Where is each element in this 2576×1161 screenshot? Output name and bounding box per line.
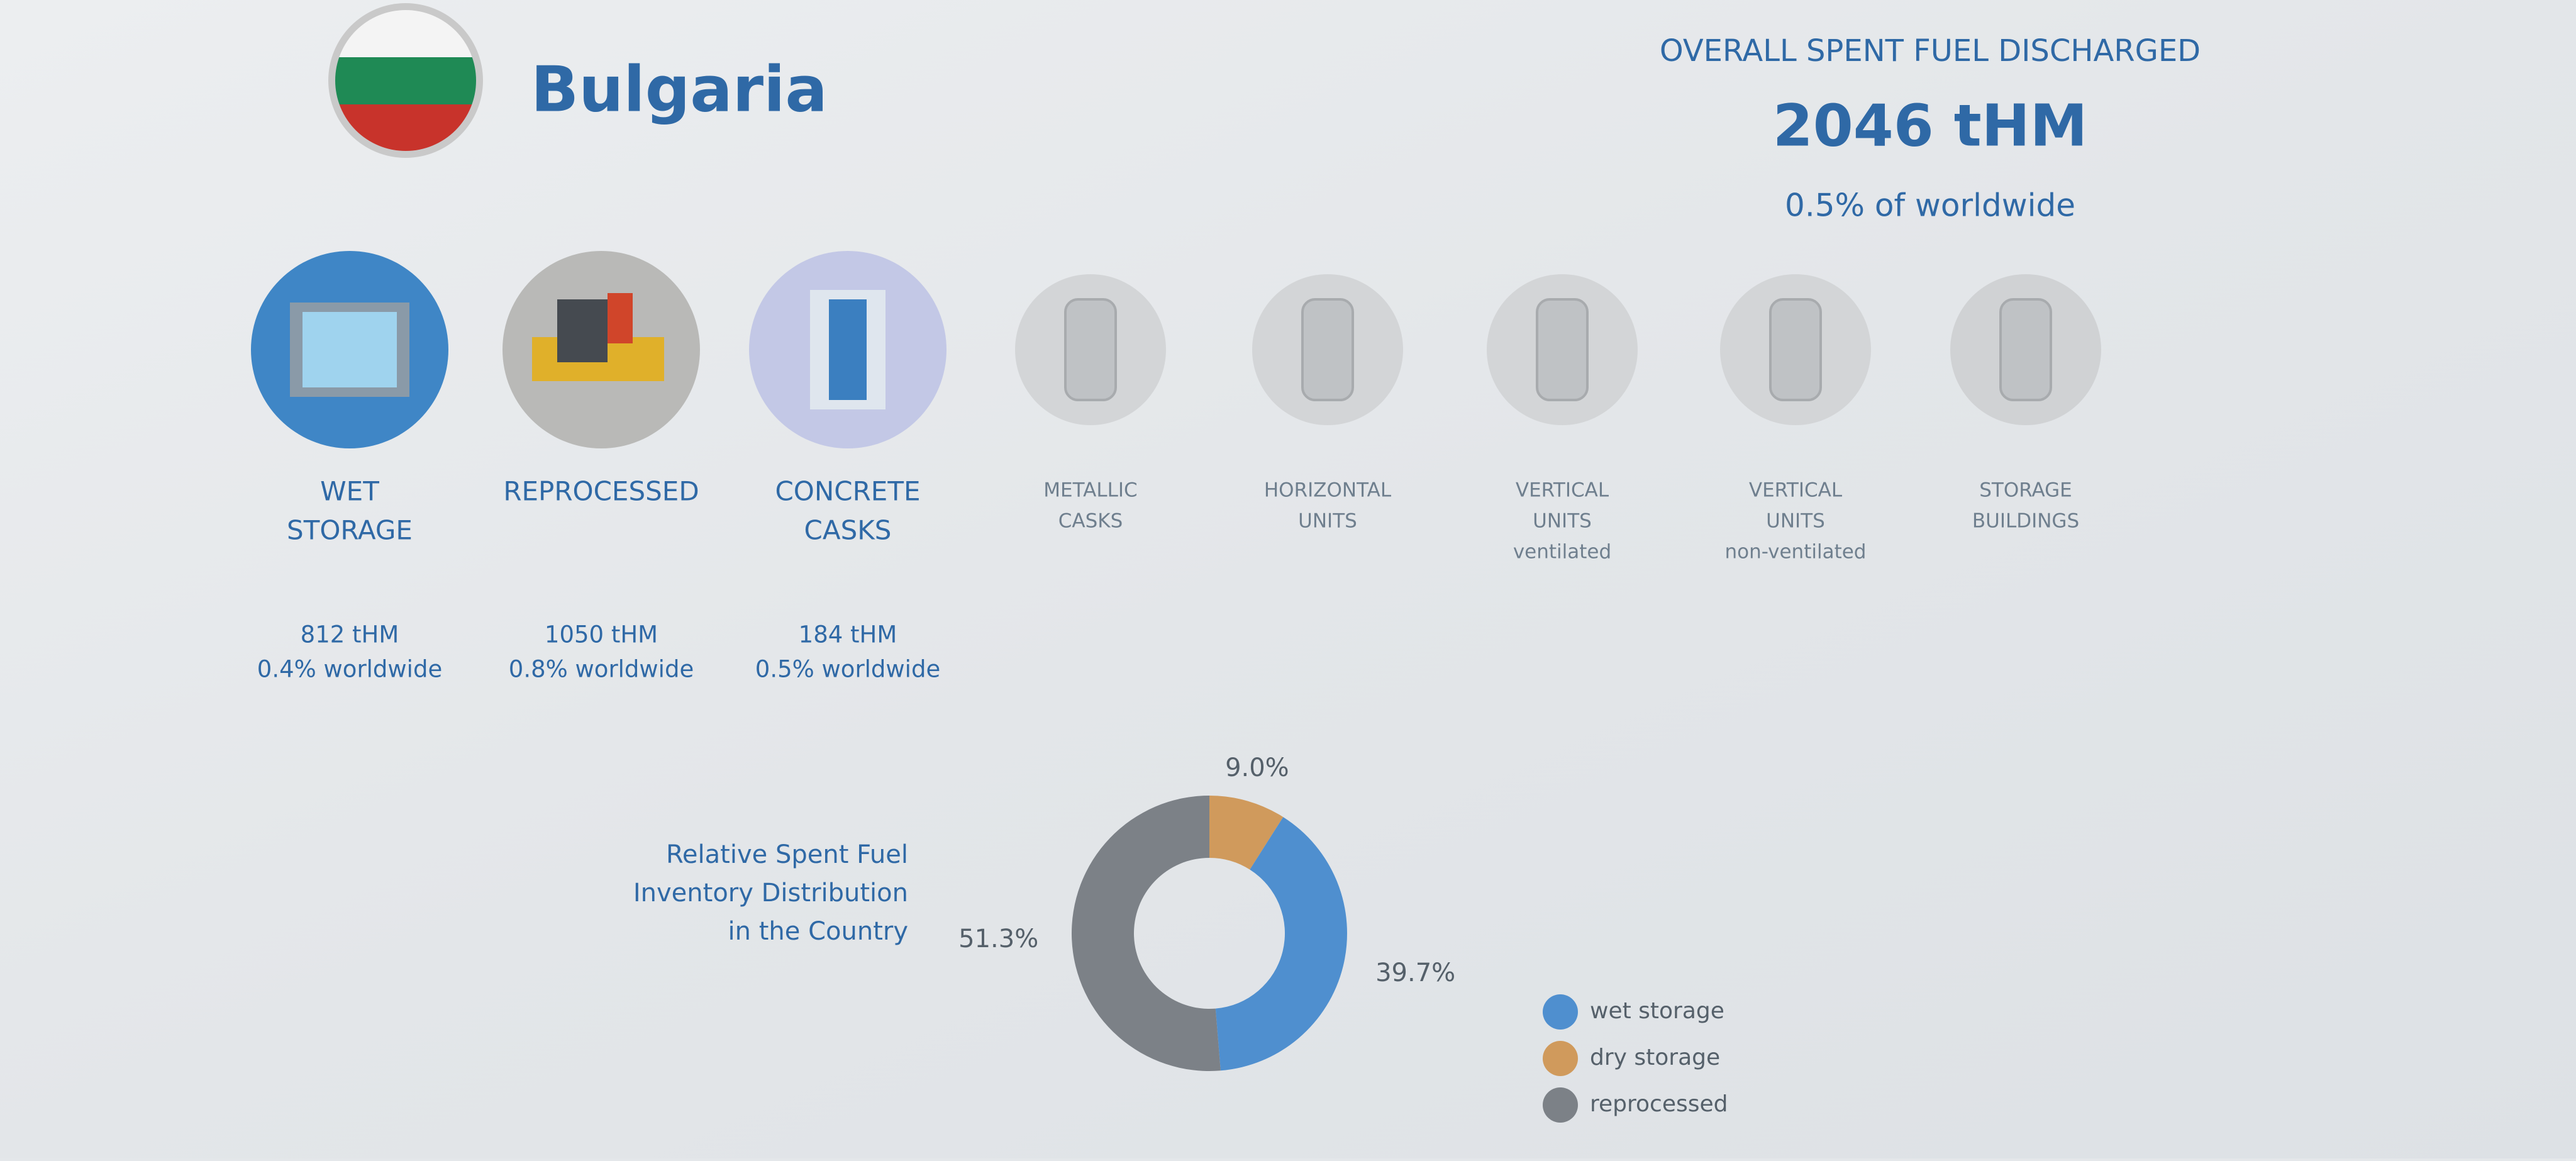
- storage-type: VERTICAL UNITS ventilated: [1487, 274, 1638, 564]
- type-label: UNITS: [1766, 510, 1825, 533]
- legend-swatch: [1543, 1087, 1578, 1123]
- type-label: UNITS: [1533, 510, 1592, 533]
- type-note: non-ventilated: [1725, 541, 1867, 564]
- country-name: Bulgaria: [531, 52, 828, 126]
- icon-shape: [1999, 298, 2052, 401]
- legend-swatch: [1543, 994, 1578, 1030]
- type-amount: 812 tHM: [301, 621, 399, 648]
- type-label: REPROCESSED: [503, 476, 699, 507]
- donut-segment: [1215, 817, 1348, 1071]
- type-label: STORAGE: [287, 515, 413, 546]
- chart-title: in the Country: [728, 917, 908, 946]
- type-label: VERTICAL: [1516, 479, 1609, 502]
- donut-chart: Relative Spent Fuel Inventory Distributio…: [633, 753, 1728, 1123]
- type-label: VERTICAL: [1749, 479, 1843, 502]
- chart-title: Relative Spent Fuel: [666, 840, 908, 869]
- storage-type: VERTICAL UNITS non-ventilated: [1720, 274, 1871, 564]
- type-amount: 1050 tHM: [545, 621, 658, 648]
- type-label: WET: [320, 476, 379, 507]
- storage-type: HORIZONTAL UNITS: [1252, 274, 1403, 533]
- type-share: 0.5% worldwide: [755, 656, 940, 683]
- type-label: CASKS: [804, 515, 892, 546]
- icon-shape: [1769, 298, 1822, 401]
- type-share: 0.8% worldwide: [509, 656, 694, 683]
- legend-label: dry storage: [1590, 1045, 1720, 1070]
- value-label: 39.7%: [1375, 958, 1455, 987]
- value-label: 9.0%: [1225, 753, 1289, 782]
- storage-types: WET STORAGE 812 tHM 0.4% worldwide REPROCESS…: [251, 251, 2101, 683]
- summary-value: 2046 tHM: [1773, 92, 2088, 159]
- icon-shape: [303, 312, 397, 387]
- legend-label: reprocessed: [1590, 1091, 1728, 1117]
- flag: [328, 3, 483, 158]
- legend-label: wet storage: [1590, 998, 1724, 1024]
- storage-type: STORAGE BUILDINGS: [1950, 274, 2101, 533]
- storage-type: METALLIC CASKS: [1015, 274, 1166, 533]
- summary-title: OVERALL SPENT FUEL DISCHARGED: [1660, 33, 2201, 69]
- type-amount: 184 tHM: [799, 621, 897, 648]
- storage-type: CONCRETE CASKS 184 tHM 0.5% worldwide: [749, 251, 947, 683]
- legend-swatch: [1543, 1041, 1578, 1076]
- type-note: ventilated: [1513, 541, 1611, 564]
- icon-shape: [829, 299, 867, 400]
- donut-segment: [1209, 796, 1284, 870]
- icon-shape: [1301, 298, 1354, 401]
- type-label: HORIZONTAL: [1264, 479, 1392, 502]
- icon-shape: [608, 293, 633, 343]
- chart-title: Inventory Distribution: [633, 879, 908, 908]
- type-label: CASKS: [1058, 510, 1123, 533]
- donut-segment: [1072, 796, 1221, 1071]
- icon-shape: [557, 299, 608, 362]
- storage-type: WET STORAGE 812 tHM 0.4% worldwide: [251, 251, 448, 683]
- icon-shape: [1064, 298, 1117, 401]
- type-label: BUILDINGS: [1972, 510, 2079, 533]
- icon-shape: [1536, 298, 1589, 401]
- type-share: 0.4% worldwide: [257, 656, 442, 683]
- type-label: CONCRETE: [775, 476, 920, 507]
- type-label: UNITS: [1298, 510, 1357, 533]
- value-label: 51.3%: [958, 925, 1038, 953]
- type-label: METALLIC: [1043, 479, 1137, 502]
- type-label: STORAGE: [1979, 479, 2072, 502]
- storage-type: REPROCESSED 1050 tHM 0.8% worldwide: [502, 251, 700, 683]
- summary-share: 0.5% of worldwide: [1785, 187, 2075, 224]
